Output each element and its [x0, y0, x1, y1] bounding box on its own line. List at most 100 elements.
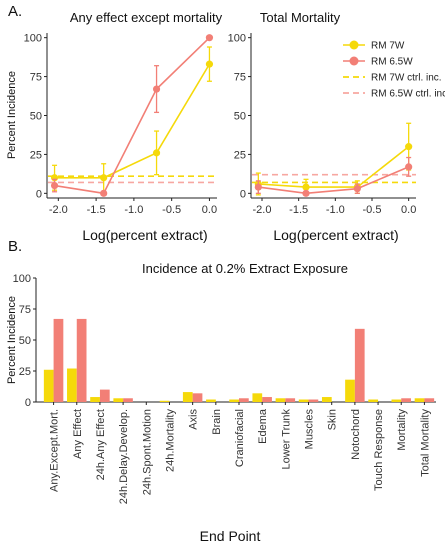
legend: RM 7W RM 6.5W RM 7W ctrl. inc. RM 6.5W ctrl…: [343, 40, 445, 100]
chart-b-bar: [43, 369, 54, 402]
chart-b-x-tick-label: Axis: [188, 409, 200, 430]
chart-b-bar: [308, 399, 319, 402]
chart-b-x-tick-label: Total Mortality: [419, 409, 431, 477]
chart-a2-data-point: [405, 143, 413, 151]
chart-b-bar: [298, 399, 309, 402]
chart-b-bar: [391, 399, 402, 402]
chart-b-x-tick-label: Edema: [257, 408, 269, 444]
chart-b-bar: [345, 379, 355, 402]
chart-a2-x-tick-label: -1.5: [289, 204, 308, 216]
chart-a2-series-line-0: [258, 146, 410, 188]
chart-b-bar: [285, 398, 296, 402]
chart-b-y-tick-label: 25: [19, 366, 31, 378]
chart-a1-series-line-1: [54, 37, 211, 195]
panel-a-letter: A.: [8, 3, 22, 20]
chart-a2-y-tick-label: 100: [228, 33, 246, 45]
chart-a1-data-point: [100, 189, 108, 197]
chart-a2-series-line-1: [258, 166, 409, 195]
chart-b-y-tick-label: 75: [19, 304, 31, 316]
chart-b-x-tick-label: 24h.Any Effect: [95, 409, 107, 480]
chart-b-x-tick-label: Muscles: [304, 409, 316, 450]
chart-a2-x-tick-label: 0.0: [401, 204, 416, 216]
chart-b-plot: 0 25 50 75 100 Any.Except.Mort. Any Effect 24h.…: [13, 273, 436, 504]
chart-a2-title: Total Mortality: [260, 10, 341, 25]
chart-a1-data-point: [100, 174, 108, 182]
chart-b-ylabel: Percent Incidence: [6, 296, 18, 384]
chart-a1-data-point: [205, 60, 214, 68]
chart-a-xlabel-left: Log(percent extract): [82, 227, 207, 243]
chart-b-bar: [159, 400, 170, 402]
chart-a2-data-point: [302, 189, 310, 197]
chart-a2-y-tick-label: 0: [240, 188, 246, 200]
chart-a1-data-point: [50, 181, 59, 190]
chart-a1-plot: 0 25 50 75 100 -2.0 -1.5 -1.0 -0.5 0.0: [24, 33, 217, 216]
chart-b-xlabel: End Point: [200, 528, 261, 544]
chart-a1-data-point: [152, 85, 161, 93]
panel-b-letter: B.: [8, 238, 22, 255]
chart-a2-y-tick-label: 75: [234, 72, 246, 84]
chart-b-x-tick-label: Lower Trunk: [280, 409, 292, 470]
chart-b-x-tick-label: 24h.Delay.Develop.: [118, 409, 130, 504]
chart-b-bar: [414, 398, 425, 402]
chart-a1-x-tick-label: 0.0: [202, 204, 217, 216]
chart-a2-data-point: [353, 185, 361, 193]
chart-b-bar: [99, 389, 110, 402]
chart-b-bar: [90, 397, 100, 402]
chart-b-bar: [206, 399, 216, 402]
chart-b-bar: [113, 398, 124, 402]
chart-b-y-tick-label: 0: [25, 397, 31, 409]
chart-a-xlabel-right: Log(percent extract): [273, 227, 398, 243]
chart-a1-x-tick-label: -1.0: [124, 204, 143, 216]
chart-b-bar: [67, 368, 77, 402]
chart-a2-data-point: [254, 183, 262, 191]
chart-a2-y-tick-label: 50: [234, 111, 246, 123]
chart-a1-series-line-0: [54, 63, 211, 179]
legend-label-2: RM 7W ctrl. inc.: [371, 73, 442, 84]
legend-label-0: RM 7W: [371, 41, 405, 52]
chart-a1-data-point: [152, 149, 161, 157]
chart-b-x-tick-label: Brain: [211, 409, 223, 435]
chart-b-x-tick-label: Touch Response: [373, 409, 385, 491]
chart-b-bar: [76, 318, 87, 402]
chart-b-y-tick-label: 50: [19, 335, 31, 347]
chart-b-bar: [401, 398, 411, 402]
chart-a1-ylabel: Percent Incidence: [6, 71, 18, 159]
chart-a1-y-tick-label: 25: [30, 149, 42, 161]
chart-b-bar: [252, 393, 263, 402]
chart-b-x-tick-label: Notochord: [350, 409, 362, 460]
chart-b-x-tick-label: Skin: [327, 409, 339, 430]
chart-a2-y-tick-label: 25: [234, 149, 246, 161]
chart-a2-x-tick-label: -0.5: [363, 204, 382, 216]
chart-a1-x-tick-label: -1.5: [87, 204, 106, 216]
chart-a2-data-point: [405, 163, 413, 171]
chart-b-bar: [321, 397, 332, 402]
chart-b-bar: [275, 398, 286, 402]
chart-a2-plot: 0 25 50 75 100 -2.0 -1.5 -1.0 -0.5 0.0: [228, 33, 417, 216]
chart-a1-y-tick-label: 50: [30, 111, 42, 123]
chart-b-bar: [123, 398, 133, 402]
chart-a1-x-tick-label: -2.0: [49, 204, 68, 216]
chart-a2-x-tick-label: -2.0: [253, 204, 272, 216]
chart-b-bar: [368, 399, 379, 402]
chart-a2-data-point: [302, 183, 310, 191]
chart-b-x-tick-label: Craniofacial: [234, 409, 246, 467]
chart-b-x-tick-label: Any.Except.Mort.: [49, 409, 61, 492]
chart-b-x-tick-label: 24h.Mortality: [164, 409, 176, 472]
legend-swatch-marker: [349, 56, 359, 66]
chart-b-x-tick-label: Mortality: [396, 409, 408, 451]
chart-b-bar: [229, 399, 239, 402]
chart-b-bar: [182, 392, 193, 402]
chart-a1-y-tick-label: 75: [30, 72, 42, 84]
chart-a1-title: Any effect except mortality: [70, 10, 223, 25]
chart-a2-x-tick-label: -1.0: [326, 204, 345, 216]
chart-b-bar: [424, 398, 435, 402]
chart-a1-x-tick-label: -0.5: [162, 204, 181, 216]
chart-b-bar: [354, 328, 365, 402]
chart-b-title: Incidence at 0.2% Extract Exposure: [142, 261, 348, 276]
chart-a1-y-tick-label: 100: [24, 33, 42, 45]
chart-b-y-tick-label: 100: [13, 273, 31, 285]
chart-b-bar: [262, 397, 272, 402]
chart-b-bar: [239, 398, 249, 402]
legend-swatch-marker: [349, 40, 359, 50]
